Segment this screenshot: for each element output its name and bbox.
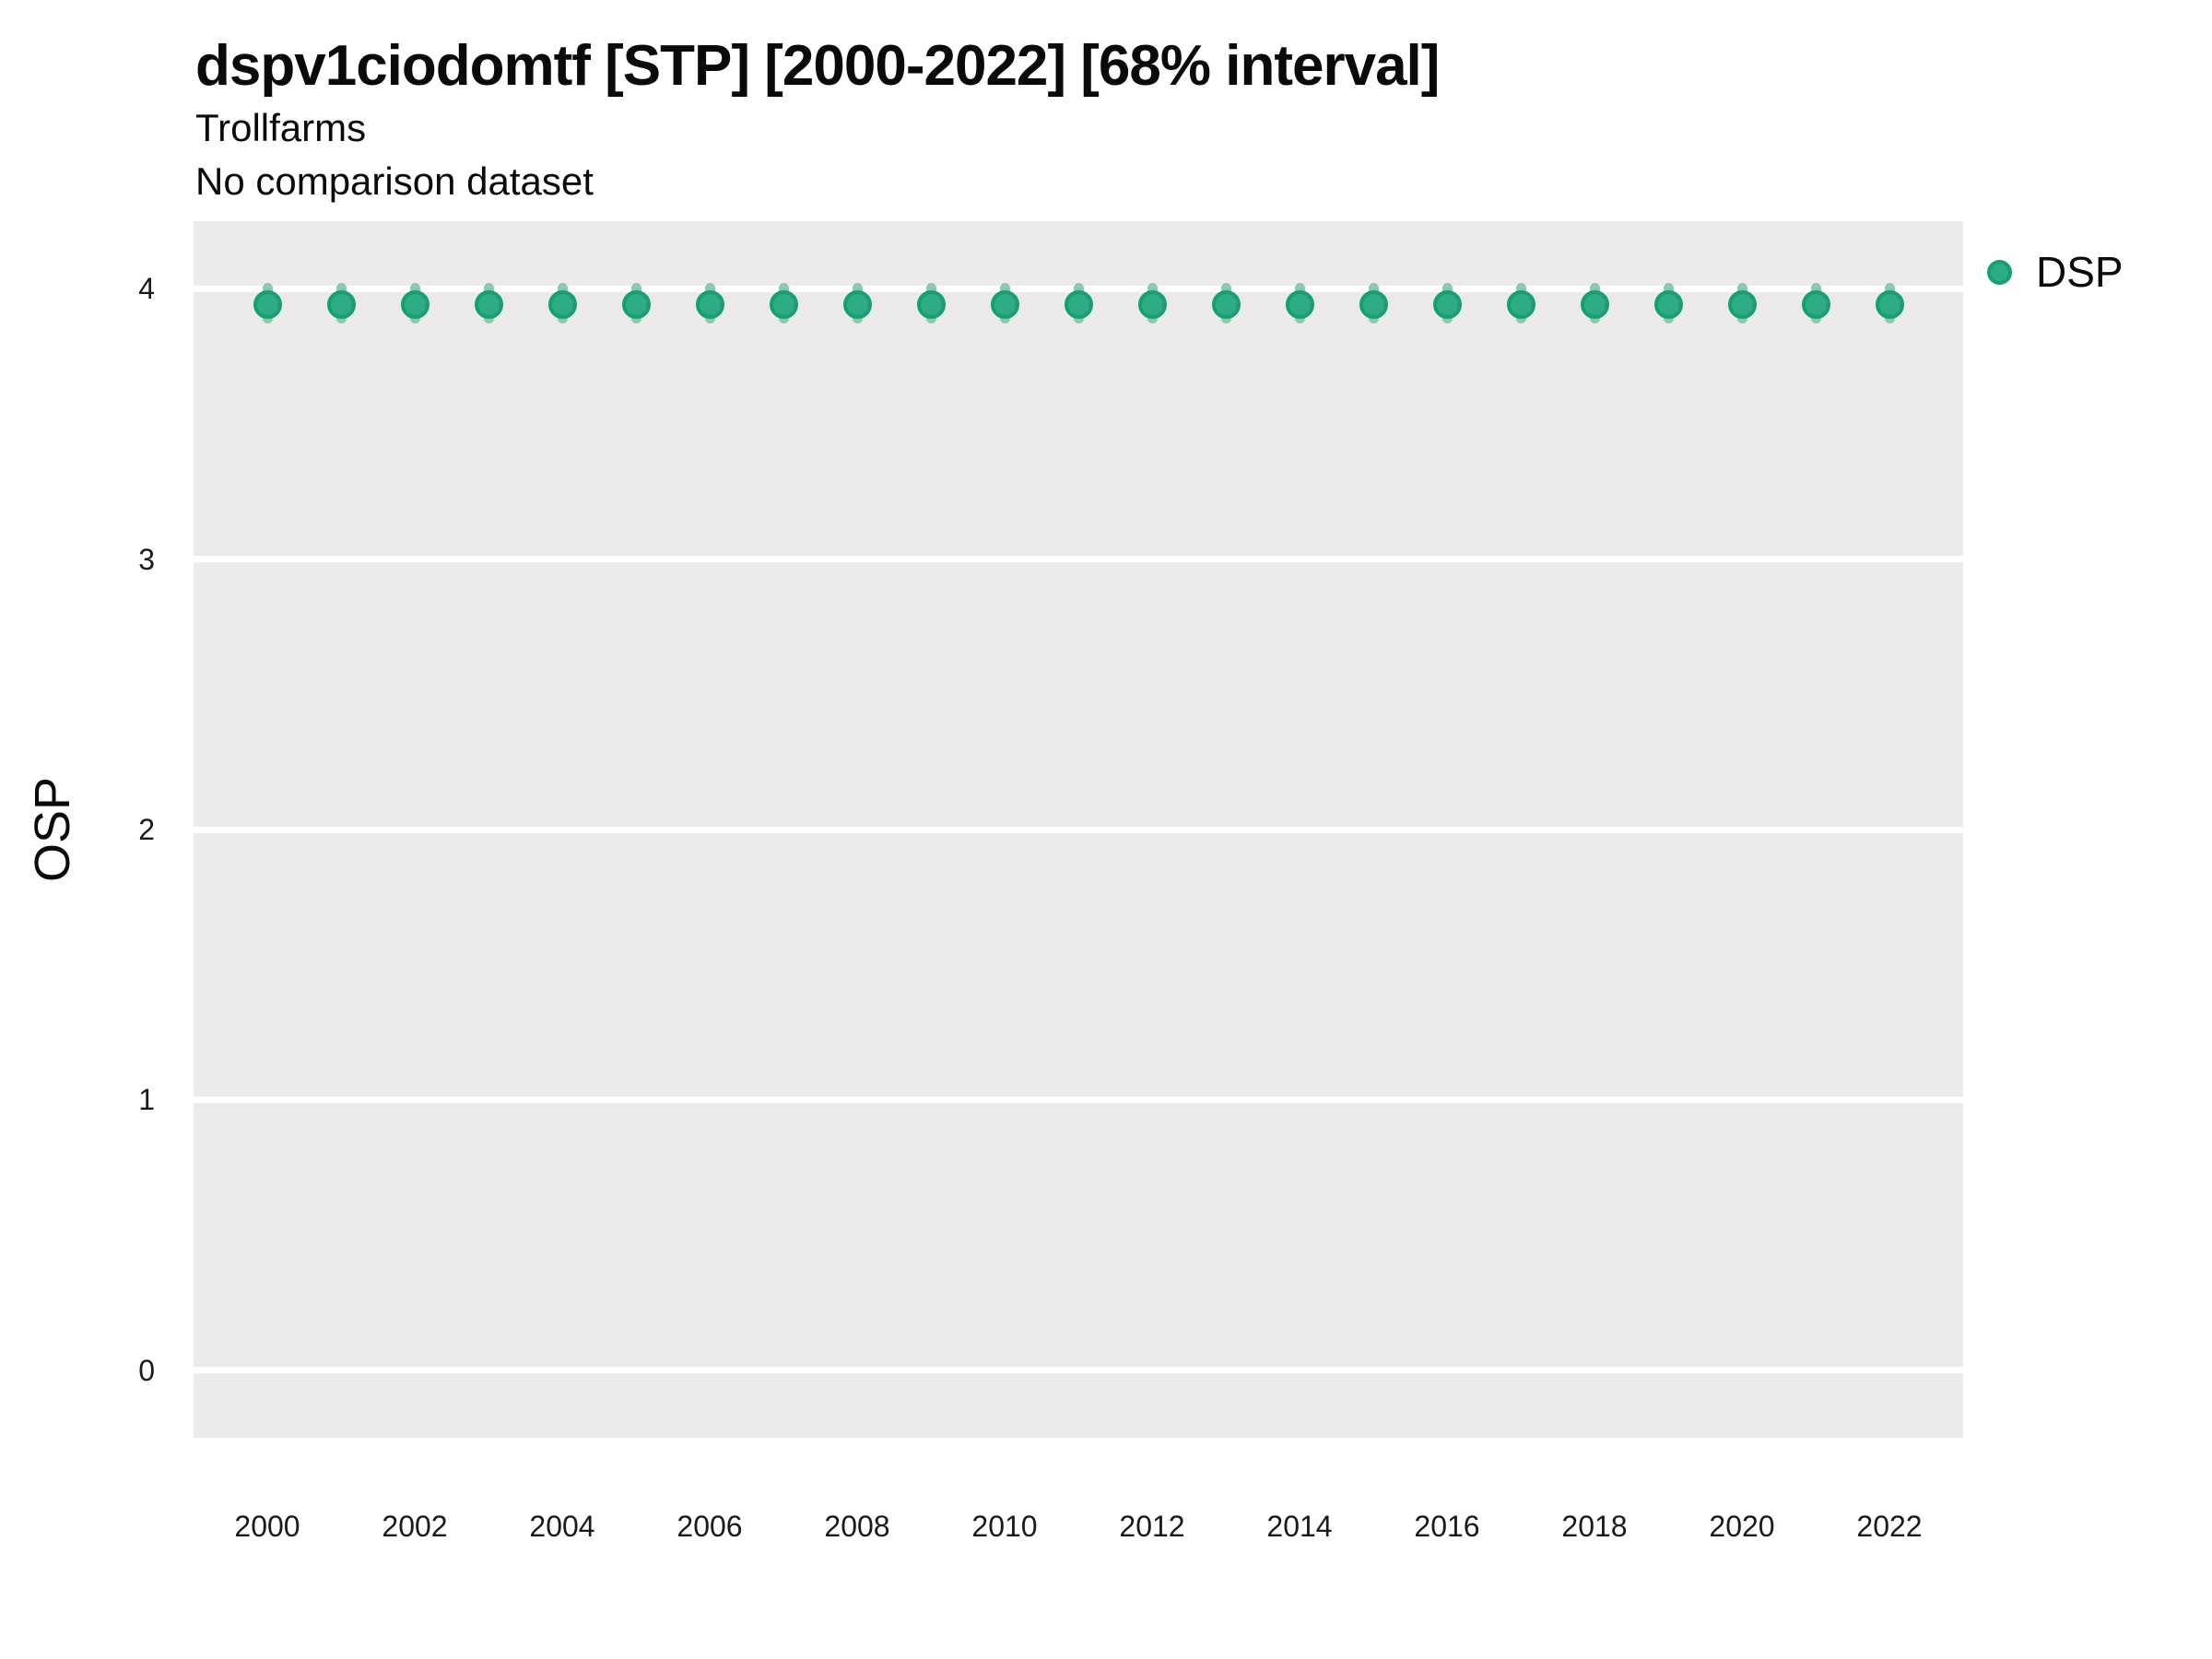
data-point: [769, 290, 798, 320]
data-point: [1506, 290, 1535, 320]
x-tick-label: 2016: [1414, 1510, 1480, 1543]
chart-title: dspv1ciodomtf [STP] [2000-2022] [68% int…: [195, 34, 1440, 98]
data-point: [326, 290, 356, 320]
comparison-note: No comparison dataset: [195, 159, 594, 203]
data-point: [1211, 290, 1241, 320]
data-point: [842, 290, 872, 320]
gridline-y-3: [194, 556, 1963, 563]
y-tick-label: 4: [138, 272, 155, 306]
data-point: [1137, 290, 1167, 320]
x-tick-label: 2020: [1709, 1510, 1775, 1543]
data-point: [1359, 290, 1388, 320]
y-tick-label: 2: [138, 813, 155, 846]
chart-subtitle: Trollfarms: [195, 106, 367, 149]
gridline-y-1: [194, 1096, 1963, 1103]
x-tick-label: 2018: [1561, 1510, 1628, 1543]
data-point: [621, 290, 651, 320]
x-tick-label: 2000: [234, 1510, 300, 1543]
data-point: [1875, 290, 1904, 320]
y-tick-label: 3: [138, 542, 155, 576]
x-tick-label: 2012: [1119, 1510, 1185, 1543]
data-point: [1064, 290, 1093, 320]
x-tick-label: 2010: [971, 1510, 1038, 1543]
legend-point-icon: [1987, 259, 2012, 285]
data-point: [990, 290, 1019, 320]
data-point: [695, 290, 724, 320]
x-tick-label: 2006: [677, 1510, 743, 1543]
data-point: [1285, 290, 1314, 320]
data-point: [1580, 290, 1609, 320]
y-tick-label: 0: [138, 1353, 155, 1387]
data-point: [547, 290, 577, 320]
gridline-y-0: [194, 1367, 1963, 1374]
x-tick-label: 2004: [529, 1510, 595, 1543]
data-point: [1432, 290, 1462, 320]
data-point: [916, 290, 946, 320]
y-tick-label: 1: [138, 1083, 155, 1117]
x-tick-label: 2002: [382, 1510, 448, 1543]
data-point: [400, 290, 429, 320]
gridline-y-2: [194, 826, 1963, 833]
data-point: [253, 290, 282, 320]
data-point: [1653, 290, 1683, 320]
x-tick-label: 2008: [824, 1510, 890, 1543]
legend: DSP: [1987, 251, 2124, 293]
data-point: [1727, 290, 1757, 320]
data-point: [1801, 290, 1830, 320]
legend-label: DSP: [2036, 248, 2124, 296]
x-tick-label: 2014: [1266, 1510, 1333, 1543]
data-point: [474, 290, 503, 320]
x-tick-label: 2022: [1856, 1510, 1923, 1543]
